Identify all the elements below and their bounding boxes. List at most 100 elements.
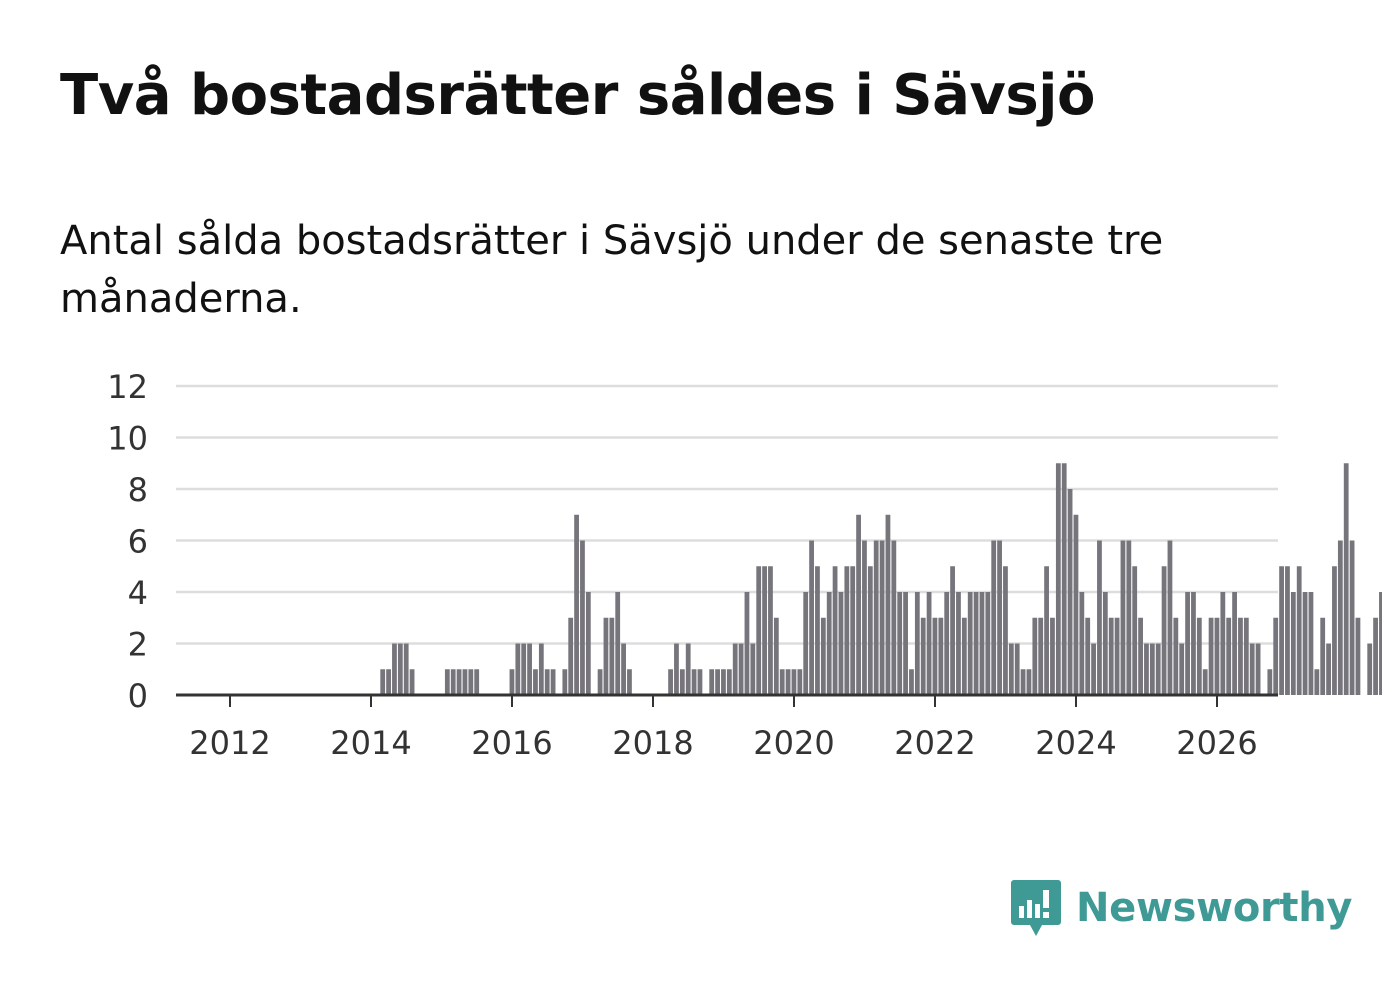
bar: [1038, 617, 1044, 695]
bar: [380, 669, 386, 695]
bar: [1114, 617, 1120, 695]
bar: [1379, 592, 1382, 695]
bar: [1279, 566, 1284, 695]
bar: [450, 669, 456, 695]
bar: [950, 566, 955, 695]
bar: [1214, 617, 1220, 695]
bar: [738, 643, 744, 695]
bar: [1155, 643, 1161, 695]
bar: [1255, 643, 1261, 695]
bar: [1202, 669, 1208, 695]
bar: [803, 592, 809, 695]
bar: [1167, 540, 1173, 695]
bar: [762, 566, 767, 695]
bar: [1332, 566, 1337, 695]
bar: [914, 592, 920, 695]
bar: [403, 643, 409, 695]
bar: [1349, 540, 1355, 695]
bar: [544, 669, 550, 695]
y-tick-label: 6: [128, 523, 148, 561]
bar: [1014, 643, 1020, 695]
bar: [897, 592, 903, 695]
bar: [1249, 643, 1255, 695]
bar: [891, 540, 897, 695]
bar: [797, 669, 803, 695]
bar: [1020, 669, 1026, 695]
bar: [903, 592, 908, 695]
bar: [697, 669, 703, 695]
y-tick-label: 4: [128, 574, 148, 612]
bar: [1132, 566, 1138, 695]
bar: [826, 592, 832, 695]
bar: [527, 643, 532, 695]
bar: [468, 669, 474, 695]
brand-name: Newsworthy: [1076, 885, 1353, 931]
bar: [785, 669, 791, 695]
chart-subtitle: Antal sålda bostadsrätter i Sävsjö under…: [60, 218, 1164, 322]
y-axis-ticks: 0 2 4 6 8 10 12: [107, 368, 148, 715]
bar: [603, 617, 609, 695]
bar: [838, 592, 844, 695]
bar: [568, 617, 574, 695]
x-tick-label: 2022: [894, 724, 975, 762]
bar: [1314, 669, 1320, 695]
bar: [691, 669, 697, 695]
bar: [1220, 592, 1226, 695]
bars: [380, 463, 1382, 695]
bar: [1032, 617, 1038, 695]
bar: [1232, 592, 1237, 695]
x-tick-label: 2020: [753, 724, 834, 762]
bar: [392, 643, 397, 695]
bar: [1320, 617, 1326, 695]
bar: [474, 669, 480, 695]
bar: [397, 643, 403, 695]
bar: [926, 592, 932, 695]
bar: [1008, 643, 1014, 695]
bar: [726, 669, 732, 695]
bar: [585, 592, 591, 695]
bar: [1238, 617, 1243, 695]
bar: [621, 643, 626, 695]
bar: [1073, 514, 1079, 695]
bar: [879, 540, 885, 695]
bar: [1044, 566, 1049, 695]
bar: [1196, 617, 1202, 695]
bar: [1273, 617, 1279, 695]
bar: [444, 669, 450, 695]
bar: [844, 566, 850, 695]
bar: [1308, 592, 1314, 695]
bar: [1097, 540, 1102, 695]
bar: [1108, 617, 1114, 695]
bar: [1243, 617, 1249, 695]
bar: [533, 669, 538, 695]
bar: [979, 592, 985, 695]
bar: [867, 566, 873, 695]
x-tick-label: 2016: [471, 724, 552, 762]
bar: [580, 540, 585, 695]
bar: [909, 669, 914, 695]
bar: [1326, 643, 1331, 695]
bar: [462, 669, 468, 695]
newsworthy-logo-icon: [1011, 880, 1061, 936]
bar: [1267, 669, 1273, 695]
bar: [627, 669, 632, 695]
bar: [920, 617, 926, 695]
bar: [862, 540, 867, 695]
bar: [756, 566, 762, 695]
bar: [1191, 592, 1196, 695]
bar: [815, 566, 820, 695]
bar: [744, 592, 750, 695]
y-tick-label: 0: [128, 677, 148, 715]
bar: [1149, 643, 1155, 695]
bar: [562, 669, 568, 695]
bar: [1161, 566, 1167, 695]
bar: [1055, 463, 1061, 695]
y-tick-label: 2: [128, 626, 148, 664]
newsworthy-logo: Newsworthy: [1010, 878, 1353, 938]
bar: [850, 566, 856, 695]
bar: [574, 514, 579, 695]
bar: [1185, 592, 1190, 695]
bar: [809, 540, 814, 695]
bar: [509, 669, 515, 695]
y-tick-label: 10: [107, 420, 148, 458]
